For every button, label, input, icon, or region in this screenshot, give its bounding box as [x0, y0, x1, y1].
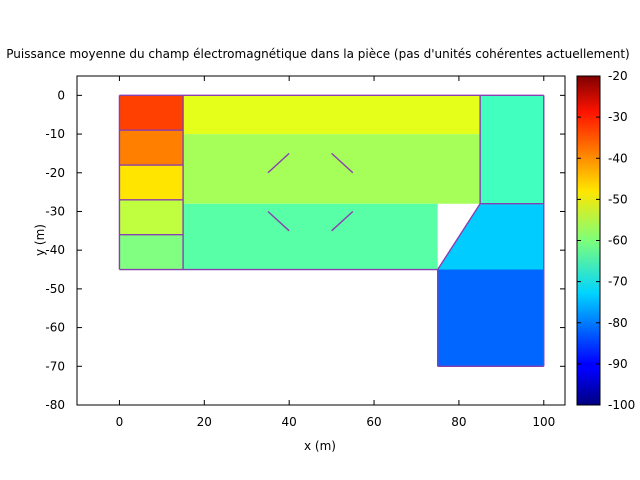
heatmap-region-corridor [437, 203, 544, 270]
y-tick-label: -60 [45, 321, 65, 335]
x-tick-label: 80 [451, 415, 466, 429]
y-tick-label: -50 [45, 282, 65, 296]
x-tick-label: 100 [532, 415, 555, 429]
plot-area [118, 94, 545, 367]
colorbar-tick-label: -100 [608, 398, 635, 412]
y-tick-label: -20 [45, 166, 65, 180]
colorbar-tick-label: -90 [608, 357, 628, 371]
heatmap-region-main-hall-low [183, 203, 438, 270]
wall-segment [437, 203, 481, 270]
y-tick-label: -30 [45, 204, 65, 218]
y-tick-label: -40 [45, 243, 65, 257]
heatmap-region-room-corner-top [119, 95, 184, 131]
heatmap-region-room-corner-mid [119, 130, 184, 165]
y-axis-label: y (m) [33, 224, 47, 256]
heatmap-region-room-left-b [119, 199, 184, 235]
heatmap-region-right-room [480, 95, 544, 204]
x-tick-label: 0 [116, 415, 124, 429]
wall-segment [331, 210, 354, 232]
colorbar-tick-label: -60 [608, 234, 628, 248]
colorbar-tick-label: -50 [608, 192, 628, 206]
y-tick-label: -10 [45, 127, 65, 141]
colorbar-tick-label: -20 [608, 69, 628, 83]
chart-title: Puissance moyenne du champ électromagnét… [6, 47, 630, 61]
x-tick-label: 20 [197, 415, 212, 429]
wall-segment [331, 152, 354, 174]
axes: 0 20 40 60 80 100 0 -10 -20 -30 -40 -50 -60 -70 -80 [45, 75, 566, 429]
y-tick-label: -70 [45, 359, 65, 373]
wall-segment [267, 210, 290, 232]
colorbar-tick-label: -70 [608, 275, 628, 289]
heatmap-region-main-hall-mid [183, 134, 481, 204]
plot-frame [76, 75, 566, 406]
colorbar: -20 -30 -40 -50 -60 -70 -80 -90 -100 [576, 69, 635, 412]
heatmap-region-lower-room [437, 269, 544, 367]
y-tick-label: 0 [57, 88, 65, 102]
heatmap-region-room-left-c [119, 234, 184, 270]
heatmap-region-room-left-a [119, 165, 184, 200]
y-tick-label: -80 [45, 398, 65, 412]
x-tick-label: 60 [366, 415, 381, 429]
x-tick-label: 40 [282, 415, 297, 429]
wall-segment [267, 152, 290, 174]
colorbar-tick-label: -40 [608, 151, 628, 165]
heatmap-region-main-hall-top [183, 95, 481, 135]
x-axis-label: x (m) [304, 439, 336, 453]
colorbar-tick-label: -30 [608, 110, 628, 124]
colorbar-tick-label: -80 [608, 316, 628, 330]
